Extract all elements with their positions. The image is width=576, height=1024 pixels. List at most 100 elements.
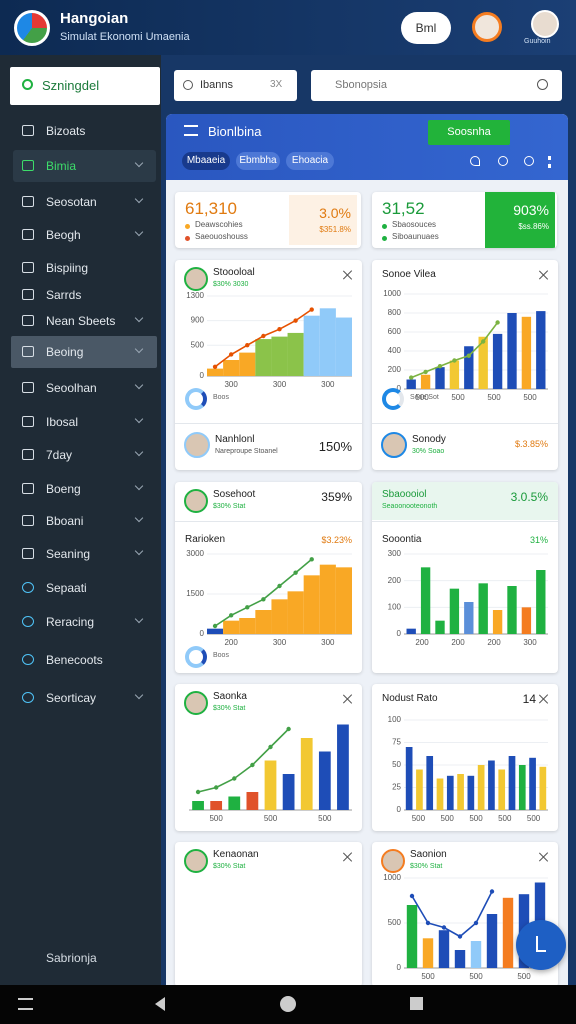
nav-icon: [22, 382, 34, 393]
action-icons[interactable]: [470, 156, 560, 168]
bar: [207, 628, 224, 634]
bar: [449, 360, 460, 389]
y-tick-label: 900: [191, 316, 205, 325]
search-left[interactable]: Ibanns 3X: [174, 70, 297, 101]
nav-icon: [22, 692, 34, 703]
line-point: [245, 343, 250, 348]
bar: [406, 628, 416, 634]
nav-item[interactable]: Seosotan: [46, 195, 97, 209]
nav-item[interactable]: Seorticay: [46, 691, 97, 705]
nav-item[interactable]: Bboani: [46, 514, 84, 528]
nav-icon: [22, 196, 34, 207]
close-button[interactable]: [342, 694, 353, 704]
stat-card: 31,52 Sbaosouces Siboaunuaes 903% $ss.86%: [372, 192, 557, 248]
sidebar: Szningdel Sabrionja Bizoats Bimia Seosotan…: [0, 55, 161, 985]
chevron: [134, 690, 144, 700]
card-subtitle: $30% Stat: [213, 705, 246, 712]
row-name: Nanhlonl: [215, 434, 255, 445]
nav-item-active[interactable]: [13, 150, 156, 182]
bar: [436, 778, 444, 810]
tab[interactable]: Mbaaeia: [182, 152, 230, 170]
nav-item[interactable]: Boeng: [46, 482, 81, 496]
nav-item[interactable]: Beoing: [46, 345, 84, 359]
bar: [422, 938, 434, 968]
close-button[interactable]: [342, 852, 353, 862]
close-button[interactable]: [342, 270, 353, 280]
x-tick-label: 300: [273, 380, 287, 389]
avatar[interactable]: [472, 12, 502, 42]
chart-area: 0 500 900 1300 300 300 300: [181, 290, 356, 390]
line-point: [277, 583, 282, 589]
line-point: [232, 776, 237, 781]
top-button[interactable]: Bml: [401, 12, 451, 44]
close-button[interactable]: [538, 852, 549, 862]
fab[interactable]: [516, 920, 566, 970]
x-tick-label: 500: [523, 393, 537, 402]
nav-home[interactable]: [280, 996, 296, 1012]
y-tick-label: 0: [397, 805, 402, 814]
nav-item[interactable]: Benecoots: [46, 653, 103, 667]
tab[interactable]: Ebmbha: [236, 152, 280, 170]
x-tick-label: 200: [451, 638, 465, 647]
nav-item[interactable]: Sepaati: [46, 581, 87, 595]
x-tick-label: 500: [451, 393, 465, 402]
bar: [467, 775, 475, 810]
y-tick-label: 600: [388, 327, 402, 336]
y-tick-label: 25: [392, 783, 401, 792]
icon[interactable]: [470, 156, 480, 166]
nav-item[interactable]: Seaning: [46, 547, 91, 561]
chevron: [134, 481, 144, 491]
nav-item[interactable]: Reracing: [46, 615, 95, 629]
bar: [287, 332, 304, 376]
nav-item[interactable]: Bimia: [46, 159, 77, 173]
nav-icon: [22, 229, 34, 240]
nav-item[interactable]: Sarrds: [46, 288, 82, 302]
bar: [264, 760, 277, 810]
sidebar-footer[interactable]: Sabrionja: [46, 951, 97, 965]
x-tick-label: 500: [527, 814, 541, 823]
panel-button[interactable]: Soosnha: [428, 120, 510, 145]
x-tick-label: 500: [441, 814, 455, 823]
close-button[interactable]: [538, 270, 549, 280]
avatar: [381, 849, 405, 873]
line-point: [489, 889, 495, 894]
search-right[interactable]: Sbonopsia: [311, 70, 562, 101]
nav-item[interactable]: Nean Sbeets: [46, 314, 116, 328]
user-label: Guuhoin: [524, 38, 551, 45]
tab[interactable]: Ehoacia: [286, 152, 334, 170]
nav-item[interactable]: Seoolhan: [46, 381, 97, 395]
stat-value: 61,310: [185, 199, 237, 218]
search-left-text: Ibanns: [200, 79, 234, 91]
avatar[interactable]: [531, 10, 559, 38]
nav-item[interactable]: Ibosal: [46, 415, 79, 429]
icon[interactable]: [548, 156, 551, 168]
card-heading-value: 31%: [529, 535, 548, 545]
avatar: [184, 849, 208, 873]
sidebar-search[interactable]: Szningdel: [10, 67, 160, 105]
line-point: [425, 920, 431, 926]
icon[interactable]: [498, 156, 508, 166]
nav-menu[interactable]: [18, 998, 33, 1010]
y-tick-label: 75: [392, 738, 401, 747]
nav-item[interactable]: Bizoats: [46, 124, 86, 138]
nav-recent[interactable]: [410, 997, 423, 1010]
card-value: 359%: [321, 490, 352, 504]
nav-item-selected[interactable]: [11, 336, 157, 368]
nav-item[interactable]: Beogh: [46, 228, 81, 242]
line-point: [481, 339, 486, 344]
nav-back[interactable]: [155, 997, 165, 1011]
line-point: [250, 762, 255, 768]
card-subtitle: $30% Stat: [213, 503, 246, 510]
x-tick-label: 500: [318, 814, 332, 823]
nav-item[interactable]: 7day: [46, 448, 73, 462]
bar: [464, 602, 474, 634]
nav-item[interactable]: Bispiing: [46, 261, 89, 275]
dot: [382, 224, 387, 229]
close-button[interactable]: [538, 694, 549, 704]
stat-change-sub: $351.8%: [319, 225, 351, 234]
bar: [435, 620, 445, 634]
chevron: [134, 614, 144, 624]
line-point: [261, 597, 266, 602]
bar: [335, 317, 352, 376]
icon[interactable]: [524, 156, 534, 166]
